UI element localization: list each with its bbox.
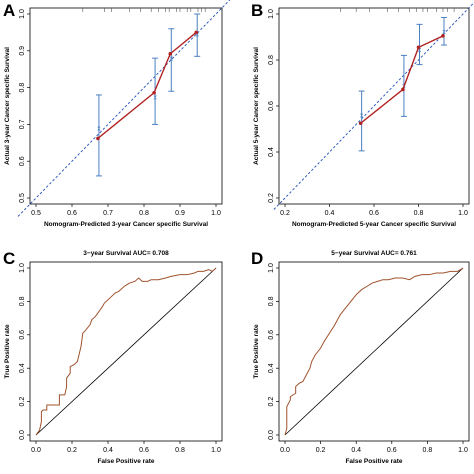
panel-letter: A — [3, 1, 15, 20]
y-tick-label: 0.4 — [19, 363, 26, 373]
y-tick-label: 0.6 — [268, 330, 275, 340]
y-tick-label: 0.8 — [268, 55, 275, 65]
y-axis-title: Actual 5-year Cancer specific Survival — [253, 47, 260, 165]
error-bar-center-marker: x — [153, 94, 157, 101]
calibration-point — [96, 136, 100, 141]
y-tick-label: 0.9 — [19, 46, 26, 56]
plot-frame — [278, 261, 470, 442]
x-axis-title: Nomogram-Predicted 3-year Cancer specifi… — [44, 221, 208, 228]
y-tick-label: 1.0 — [19, 263, 26, 273]
x-tick-label: 1.0 — [211, 447, 221, 454]
x-tick-label: 0.6 — [387, 447, 397, 454]
y-tick-label: 0.6 — [19, 156, 26, 166]
calibration-line — [360, 35, 444, 124]
x-tick-label: 0.9 — [175, 210, 185, 217]
x-tick-label: 0.8 — [139, 210, 149, 217]
y-tick-label: 0.8 — [19, 296, 26, 306]
y-axis-title: True Positive rate — [4, 324, 11, 379]
x-tick-label: 0.2 — [67, 447, 77, 454]
y-tick-label: 0.7 — [19, 119, 26, 129]
x-axis-title: False Positive rate — [345, 458, 402, 465]
x-tick-label: 0.6 — [369, 210, 379, 217]
error-bar-center-marker: x — [195, 32, 199, 39]
y-tick-label: 0.4 — [268, 363, 275, 373]
error-bar-center-marker: x — [170, 56, 174, 63]
x-axis-title: False Positive rate — [97, 458, 154, 465]
x-tick-label: 1.0 — [211, 210, 221, 217]
reference-diagonal-line — [35, 267, 217, 436]
plot-frame — [29, 7, 223, 205]
calibration-line — [97, 31, 197, 139]
y-tick-label: 1.0 — [268, 263, 275, 273]
x-tick-label: 0.4 — [325, 210, 335, 217]
y-tick-label: 0.5 — [19, 193, 26, 203]
y-tick-label: 0.2 — [268, 193, 275, 203]
error-bar-center-marker: x — [360, 113, 364, 120]
calibration-point — [358, 121, 363, 126]
y-axis-title: Actual 3-year Cancer specific Survival — [4, 47, 11, 165]
error-bar-center-marker: x — [442, 29, 446, 36]
y-tick-label: 0.8 — [19, 83, 26, 93]
x-tick-label: 1.0 — [458, 447, 468, 454]
y-tick-label: 0.0 — [19, 430, 26, 440]
calibration-point — [416, 45, 421, 50]
ideal-diagonal-line — [17, 0, 231, 217]
y-tick-label: 0.0 — [268, 430, 275, 440]
chart-title: 3−year Survival AUC= 0.708 — [83, 250, 169, 257]
x-axis-title: Nomogram-Predicted 5-year Cancer specifi… — [292, 221, 456, 228]
y-tick-label: 0.6 — [268, 101, 275, 111]
y-tick-label: 0.8 — [268, 296, 275, 306]
x-tick-label: 0.2 — [280, 210, 290, 217]
panel-letter: D — [251, 249, 263, 268]
x-tick-label: 0.7 — [103, 210, 113, 217]
y-tick-label: 1.0 — [19, 9, 26, 19]
x-tick-label: 0.0 — [280, 447, 290, 454]
x-tick-label: 0.6 — [67, 210, 77, 217]
calibration-point — [194, 30, 198, 35]
calibration-point — [441, 34, 445, 38]
x-tick-label: 0.4 — [103, 447, 113, 454]
x-tick-label: 1.0 — [458, 210, 468, 217]
calibration-point — [401, 87, 405, 92]
y-axis-title: True Positive rate — [253, 324, 260, 379]
x-tick-label: 0.8 — [175, 447, 185, 454]
panel-c: C 0.0 0.2 0.4 0.6 0.8 1.0 0.0 0.2 0.4 0.6 0.8 1.0 Fal… — [3, 249, 223, 465]
panel-b: B0.2 0.4 0.6 0.8 1.00.20.40.60.81.0Nomogram-… — [251, 1, 474, 228]
roc-curve — [35, 267, 217, 436]
y-tick-label: 0.2 — [268, 397, 275, 407]
calibration-point — [152, 90, 156, 95]
x-tick-label: 0.8 — [423, 447, 433, 454]
error-bar-center-marker: x — [97, 126, 101, 133]
x-tick-label: 0.5 — [31, 210, 41, 217]
x-tick-label: 0.0 — [31, 447, 41, 454]
y-tick-label: 0.6 — [19, 330, 26, 340]
x-tick-label: 0.8 — [414, 210, 424, 217]
y-tick-label: 1.0 — [268, 9, 275, 19]
calibration-point — [168, 51, 173, 56]
roc-curve — [284, 267, 464, 436]
x-tick-label: 0.2 — [316, 447, 326, 454]
panel-a: A0.5 0.6 0.7 0.8 0.9 1.00.50.60.70.80.91.0Nom… — [3, 0, 231, 228]
y-tick-label: 0.2 — [19, 397, 26, 407]
plot-frame — [29, 261, 223, 442]
panel-letter: B — [251, 1, 263, 20]
x-tick-label: 0.6 — [139, 447, 149, 454]
y-tick-label: 0.4 — [268, 147, 275, 157]
reference-diagonal-line — [284, 267, 464, 436]
chart-title: 5−year Survival AUC= 0.761 — [331, 250, 417, 257]
panel-letter: C — [3, 249, 15, 268]
error-bar-center-marker: x — [418, 47, 422, 54]
x-tick-label: 0.4 — [351, 447, 361, 454]
panel-d: D 0.0 0.2 0.4 0.6 0.8 1.0 0.0 0.2 0.4 0.6 0.8 1.0 Fal… — [251, 249, 470, 465]
